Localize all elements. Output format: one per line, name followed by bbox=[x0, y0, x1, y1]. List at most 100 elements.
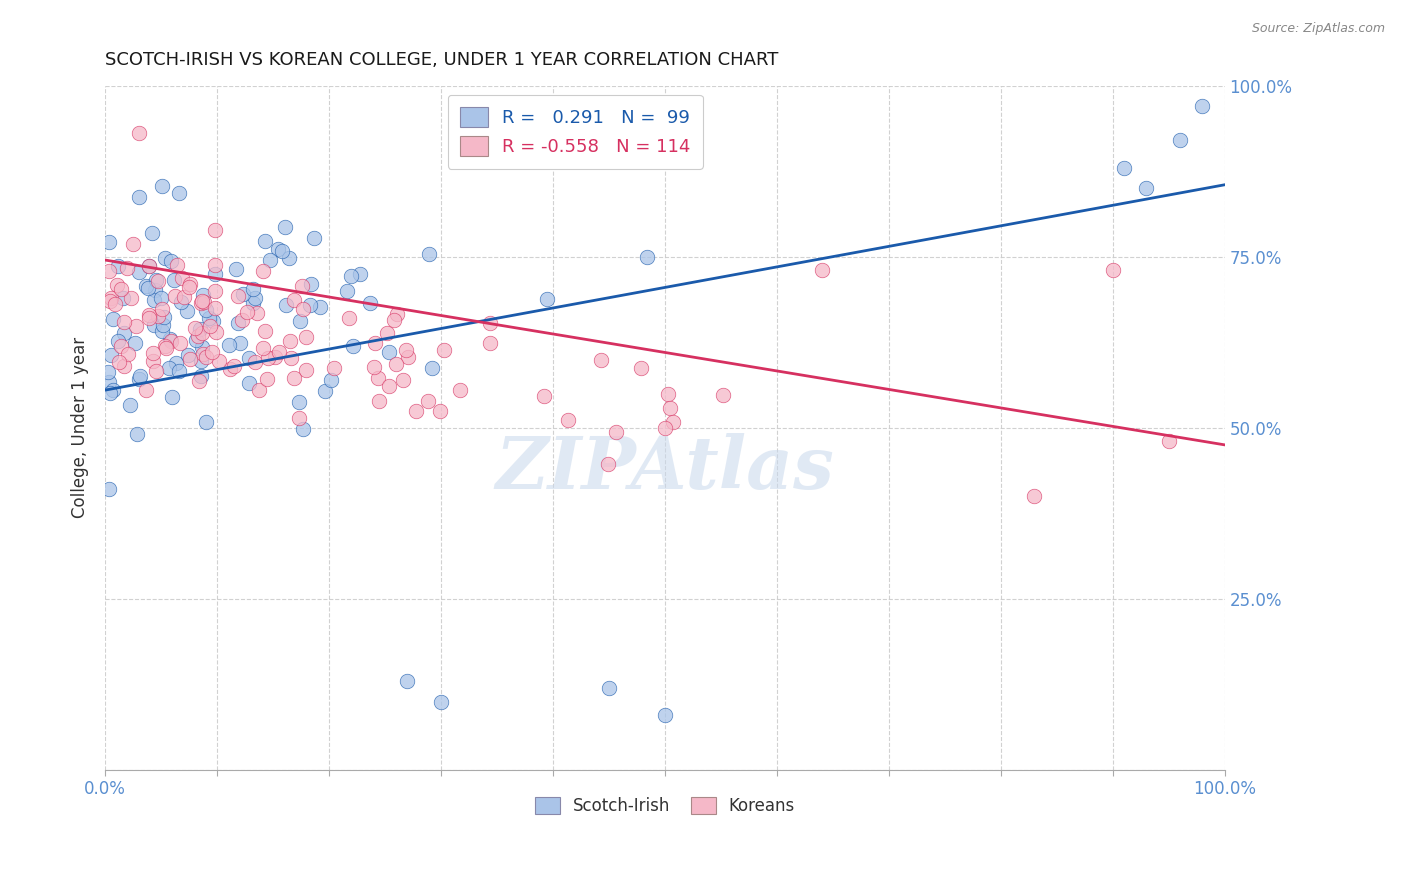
Point bbox=[100, 291, 122, 305]
Point bbox=[246, 305, 269, 319]
Point bbox=[375, 326, 398, 340]
Point bbox=[204, 325, 226, 339]
Point bbox=[225, 261, 247, 276]
Point bbox=[98, 235, 121, 249]
Point bbox=[190, 296, 212, 310]
Point bbox=[166, 258, 188, 272]
Point bbox=[533, 388, 555, 402]
Point bbox=[253, 235, 276, 249]
Point bbox=[112, 315, 135, 329]
Point bbox=[283, 371, 305, 385]
Point bbox=[125, 318, 148, 333]
Point bbox=[173, 290, 195, 304]
Point bbox=[226, 316, 249, 330]
Point bbox=[97, 365, 120, 379]
Point bbox=[218, 338, 240, 352]
Point bbox=[179, 279, 201, 293]
Point bbox=[138, 260, 160, 274]
Point bbox=[108, 354, 131, 368]
Point bbox=[122, 236, 145, 251]
Point bbox=[146, 309, 169, 323]
Point bbox=[291, 301, 314, 316]
Point bbox=[207, 354, 229, 368]
Point bbox=[111, 291, 134, 305]
Point bbox=[396, 673, 419, 688]
Point bbox=[280, 351, 302, 366]
Point bbox=[479, 336, 502, 351]
Point bbox=[146, 274, 169, 288]
Point bbox=[636, 250, 658, 264]
Point bbox=[138, 311, 160, 326]
Point bbox=[287, 395, 309, 409]
Point bbox=[1101, 263, 1123, 277]
Point bbox=[190, 293, 212, 308]
Point bbox=[167, 186, 190, 201]
Point bbox=[657, 387, 679, 401]
Point bbox=[257, 351, 280, 365]
Point bbox=[1112, 161, 1135, 175]
Point bbox=[98, 293, 121, 308]
Text: Source: ZipAtlas.com: Source: ZipAtlas.com bbox=[1251, 22, 1385, 36]
Point bbox=[195, 302, 218, 317]
Point bbox=[98, 264, 121, 278]
Point bbox=[157, 360, 180, 375]
Point bbox=[479, 316, 502, 330]
Point bbox=[662, 415, 685, 429]
Point bbox=[170, 294, 193, 309]
Point bbox=[252, 263, 274, 277]
Point bbox=[235, 305, 257, 319]
Point bbox=[243, 355, 266, 369]
Point bbox=[152, 310, 174, 324]
Point bbox=[169, 335, 191, 350]
Point bbox=[135, 383, 157, 397]
Point bbox=[135, 279, 157, 293]
Point bbox=[110, 339, 132, 353]
Point bbox=[195, 416, 218, 430]
Point bbox=[232, 286, 254, 301]
Point bbox=[367, 393, 389, 408]
Point bbox=[159, 332, 181, 346]
Point bbox=[160, 390, 183, 404]
Point bbox=[420, 361, 443, 376]
Point bbox=[120, 292, 142, 306]
Point bbox=[129, 369, 152, 384]
Point bbox=[191, 326, 214, 341]
Point bbox=[110, 282, 132, 296]
Point bbox=[142, 293, 165, 307]
Point bbox=[654, 708, 676, 723]
Point bbox=[98, 386, 121, 401]
Point bbox=[630, 361, 652, 376]
Point bbox=[149, 291, 172, 305]
Point bbox=[654, 421, 676, 435]
Point bbox=[278, 334, 301, 349]
Point bbox=[177, 348, 200, 362]
Point bbox=[416, 394, 439, 409]
Point bbox=[145, 364, 167, 378]
Point bbox=[104, 296, 127, 310]
Point bbox=[298, 298, 321, 312]
Point bbox=[253, 324, 276, 338]
Point bbox=[1168, 133, 1191, 147]
Point bbox=[188, 322, 211, 336]
Point bbox=[229, 336, 252, 351]
Point bbox=[128, 190, 150, 204]
Point bbox=[319, 372, 342, 386]
Point bbox=[153, 251, 176, 265]
Point bbox=[349, 268, 371, 282]
Point bbox=[150, 178, 173, 193]
Point bbox=[107, 334, 129, 348]
Point bbox=[202, 314, 225, 328]
Point bbox=[204, 267, 226, 281]
Point bbox=[98, 482, 121, 496]
Point bbox=[418, 247, 440, 261]
Point bbox=[101, 384, 124, 398]
Point bbox=[304, 231, 326, 245]
Point bbox=[292, 422, 315, 436]
Point bbox=[218, 361, 240, 376]
Point bbox=[142, 346, 165, 360]
Point bbox=[659, 401, 682, 416]
Point bbox=[222, 359, 245, 373]
Point bbox=[339, 269, 361, 284]
Y-axis label: College, Under 1 year: College, Under 1 year bbox=[72, 337, 89, 518]
Point bbox=[392, 373, 415, 387]
